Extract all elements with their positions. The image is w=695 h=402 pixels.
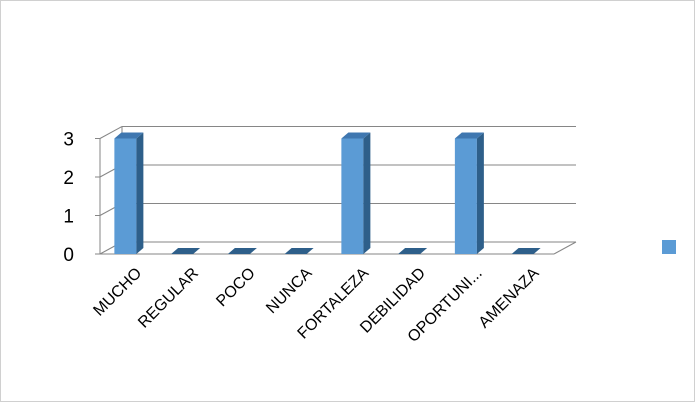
x-tick-label: NUNCA — [263, 265, 315, 317]
legend-swatch — [662, 240, 676, 254]
bar — [114, 132, 144, 254]
x-tick-label: AMENAZA — [476, 265, 543, 332]
bars-layer — [114, 132, 541, 255]
bar-top — [341, 132, 371, 139]
y-tick-labels: 0 1 2 3 — [63, 130, 74, 267]
legend — [662, 240, 676, 254]
bar — [511, 248, 541, 255]
bar — [171, 248, 201, 255]
floor-right-edge — [553, 241, 577, 255]
bar — [341, 132, 371, 254]
bar — [454, 132, 484, 254]
x-tick-label: REGULAR — [135, 265, 202, 332]
bar-side — [136, 132, 144, 254]
bar-top — [227, 248, 257, 254]
bar-top — [454, 132, 484, 139]
y-tick-label: 0 — [63, 245, 74, 266]
bar-side — [363, 132, 371, 254]
y-tick-label: 1 — [63, 207, 74, 228]
bar-top — [511, 248, 541, 254]
bar-top — [284, 248, 314, 254]
grid-layer — [99, 126, 576, 255]
x-tick-label: POCO — [213, 265, 258, 310]
bar-top — [398, 248, 428, 254]
bar — [398, 248, 428, 255]
bar — [227, 248, 257, 255]
bar-front — [341, 138, 364, 254]
x-tick-label: MUCHO — [90, 265, 145, 320]
y-tick-label: 2 — [63, 168, 74, 189]
bar-top — [171, 248, 201, 254]
bar — [284, 248, 314, 255]
bar-front — [114, 138, 137, 254]
bar-side — [476, 132, 484, 254]
axis-layer — [95, 126, 577, 255]
bar-top — [114, 132, 144, 139]
bar-front — [454, 138, 477, 254]
gridline-side — [99, 126, 123, 139]
y-tick-label: 3 — [63, 130, 74, 151]
